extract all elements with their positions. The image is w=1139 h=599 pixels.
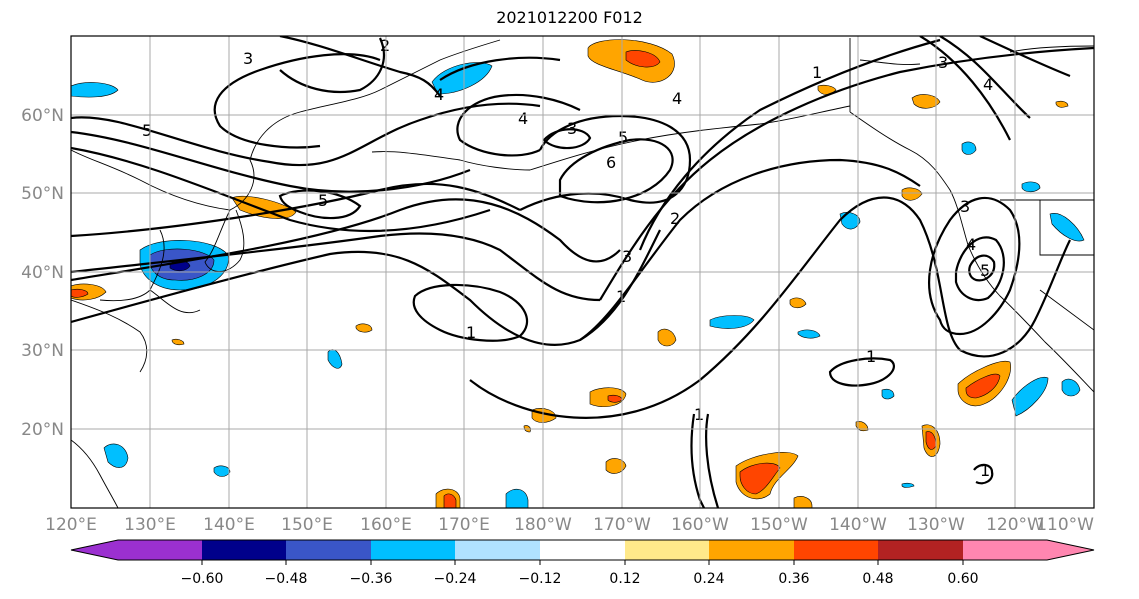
lat-label: 20°N [21,420,64,440]
lat-label: 30°N [21,341,64,361]
contour-label: 1 [466,323,476,342]
colorbar-segment [71,540,118,560]
colorbar-segment [202,540,286,560]
latitude-labels: 20°N 30°N 40°N 50°N 60°N [21,106,64,440]
contour-label: 4 [518,109,528,128]
colorbar-tick-label: 0.48 [862,571,893,587]
lat-label: 40°N [21,263,64,283]
contour-label-group: 5 3 2 4 4 3 5 6 5 2 3 1 1 1 4 3 4 3 4 5 … [142,36,993,480]
contour-label: 4 [672,89,682,108]
lon-label: 170°W [593,515,651,535]
contour-label: 6 [606,153,616,172]
colorbar-segment [709,540,794,560]
colorbar-tick-label: −0.36 [350,571,393,587]
lon-label: 160°W [671,515,729,535]
lat-label: 50°N [21,184,64,204]
contour-label: 5 [318,191,328,210]
contour-label: 1 [694,405,704,424]
colorbar-tick-label: 0.24 [693,571,724,587]
colorbar-segment [455,540,540,560]
colorbar-segment [371,540,455,560]
lon-label: 130°E [124,515,176,535]
negative-anomaly-patches [71,62,1085,508]
lon-label: 120°W [986,515,1044,535]
colorbar-ticks [201,560,964,565]
colorbar-tick-label: 0.12 [609,571,640,587]
map-title: 2021012200 F012 [496,8,643,27]
colorbar-segment [1047,540,1094,560]
colorbar-segment [118,540,202,560]
colorbar-segment [878,540,963,560]
lon-label: 180°W [514,515,572,535]
lon-label: 140°E [203,515,255,535]
map-frame [70,35,1095,509]
contour-label: 4 [983,75,993,94]
colorbar-segment [540,540,625,560]
colorbar-tick-label: −0.24 [434,571,477,587]
contour-label: 1 [616,287,626,306]
lat-label: 60°N [21,106,64,126]
contour-label: 4 [966,235,976,254]
contour-label: 3 [938,53,948,72]
colorbar-tick-label: −0.60 [181,571,224,587]
lon-label: 120°E [45,515,97,535]
longitude-labels: 120°E 130°E 140°E 150°E 160°E 170°E 180°… [45,515,1094,535]
colorbar-segment [625,540,709,560]
gridlines [71,36,1094,508]
contour-label: 5 [980,261,990,280]
lon-label: 150°E [281,515,333,535]
lon-label: 130°W [907,515,965,535]
contour-label: 2 [670,209,680,228]
colorbar-segment [286,540,371,560]
contour-label: 3 [567,119,577,138]
lon-label: 140°W [829,515,887,535]
colorbar: −0.60 −0.48 −0.36 −0.24 −0.12 0.12 0.24 … [70,539,1095,587]
colorbar-segment [963,540,1047,560]
contour-label: 3 [243,49,253,68]
colorbar-tick-label: 0.36 [778,571,809,587]
colorbar-tick-label: −0.48 [265,571,308,587]
contour-label: 3 [960,197,970,216]
contour-label: 5 [618,128,628,147]
contour-label: 2 [380,36,390,55]
contour-label: 3 [622,247,632,266]
lon-label: 110°W [1036,515,1094,535]
lon-label: 160°E [360,515,412,535]
contour-label: 4 [434,85,444,104]
contour-label: 1 [866,347,876,366]
contour-label: 1 [812,63,822,82]
colorbar-tick-label: −0.12 [519,571,562,587]
contour-label: 5 [142,121,152,140]
colorbar-segment [794,540,878,560]
contour-label: 1 [980,461,990,480]
colorbar-outline [70,539,1095,561]
coastlines [71,38,1094,508]
lon-label: 150°W [750,515,808,535]
lon-label: 170°E [438,515,490,535]
colorbar-tick-label: 0.60 [947,571,978,587]
